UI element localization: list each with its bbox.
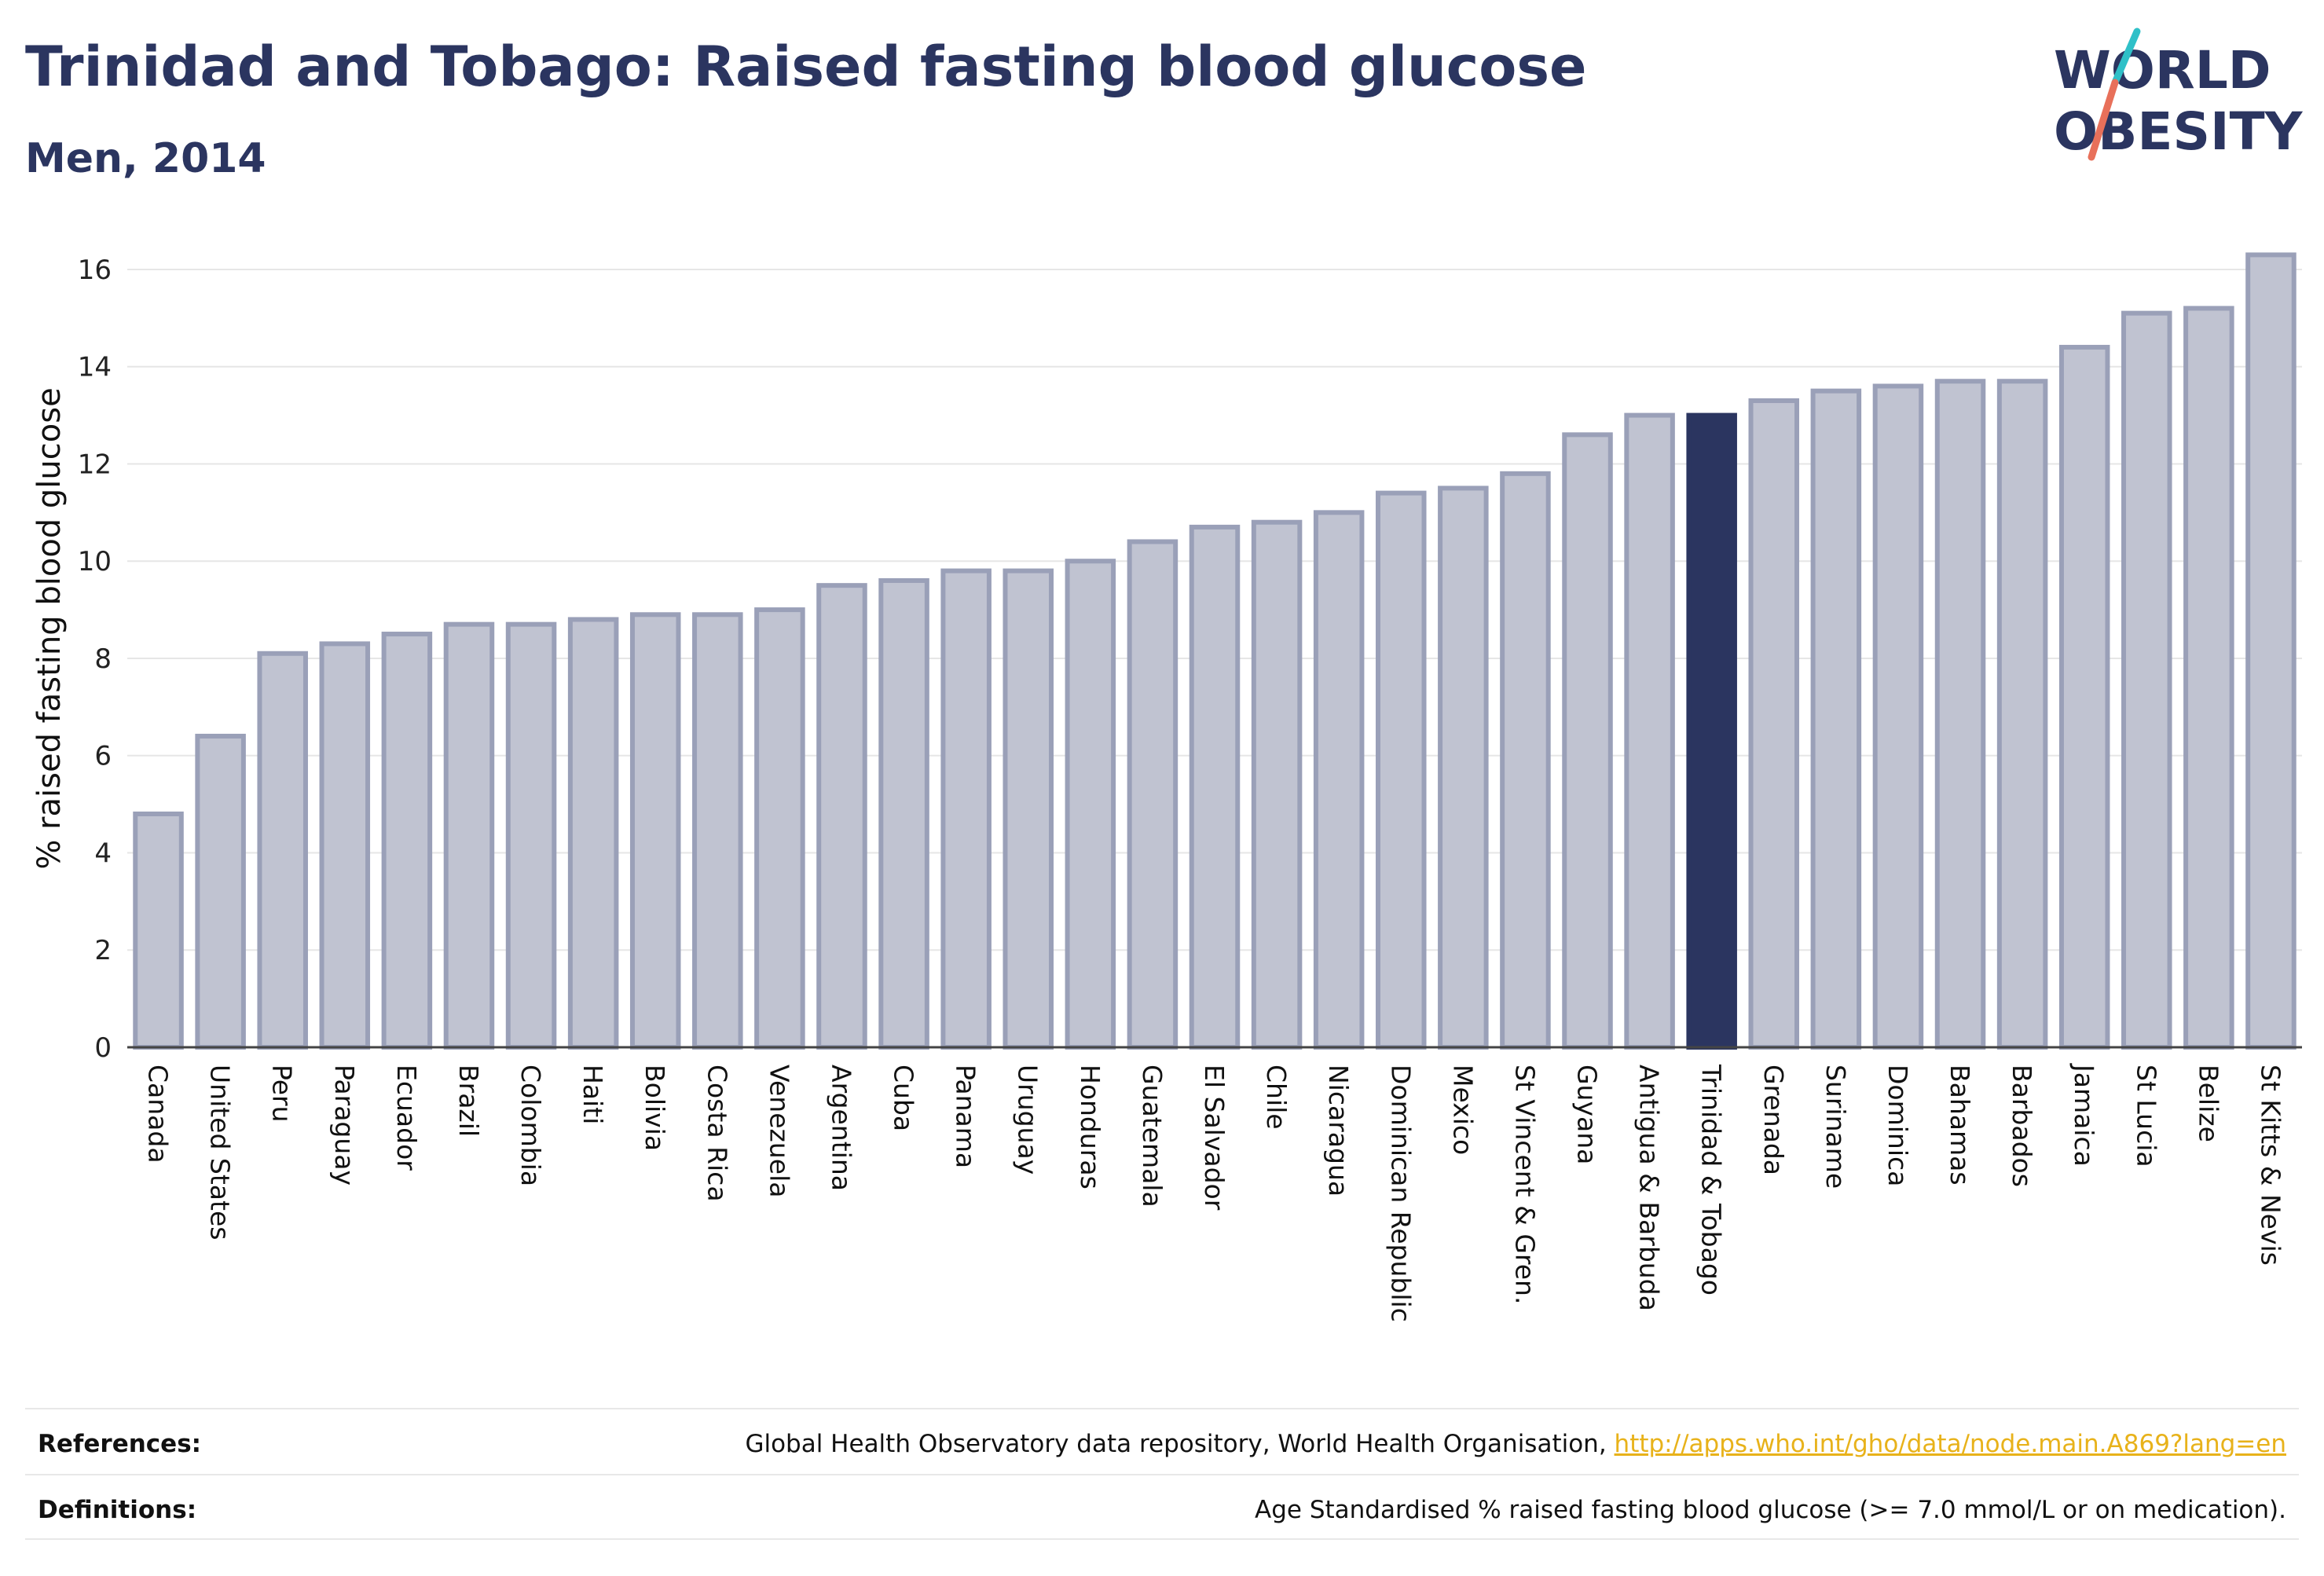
bar xyxy=(257,651,308,1050)
bar xyxy=(2183,306,2234,1050)
world-obesity-logo: WORLD OBESITY xyxy=(2054,27,2304,162)
references-value: Global Health Observatory data repositor… xyxy=(745,1430,2286,1458)
y-axis-ticks: 0 2 4 6 8 10 12 14 16 xyxy=(78,255,112,1064)
references-label: References: xyxy=(38,1430,202,1458)
definitions-text: Age Standardised % raised fasting blood … xyxy=(1255,1496,2286,1524)
footer-bottom-rule xyxy=(25,1538,2299,1540)
x-tick-label: Colombia xyxy=(515,1065,546,1186)
bar xyxy=(133,811,184,1050)
x-tick-label: Suriname xyxy=(1820,1065,1851,1189)
bar xyxy=(1748,398,1800,1050)
references-link[interactable]: http://apps.who.int/gho/data/node.main.A… xyxy=(1614,1430,2286,1458)
x-tick-label: Trinidad & Tobago xyxy=(1696,1064,1727,1296)
x-tick-label: Ecuador xyxy=(391,1065,422,1171)
bar xyxy=(754,607,805,1050)
definitions-label: Definitions: xyxy=(38,1496,197,1524)
bar xyxy=(816,583,867,1050)
y-tick-label: 14 xyxy=(78,352,112,383)
bar xyxy=(443,621,495,1050)
bar xyxy=(1500,471,1551,1050)
x-tick-label: Costa Rica xyxy=(702,1065,732,1202)
x-tick-label: St Kitts & Nevis xyxy=(2255,1065,2286,1266)
bar xyxy=(1686,412,1737,1050)
x-tick-label: Jamaica xyxy=(2069,1063,2099,1167)
bar xyxy=(2245,252,2297,1050)
bar xyxy=(319,641,371,1050)
x-tick-label: Peru xyxy=(267,1065,298,1123)
y-tick-label: 0 xyxy=(94,1032,112,1064)
bar xyxy=(1127,539,1178,1050)
x-tick-label: Bolivia xyxy=(640,1065,670,1151)
x-tick-label: Guyana xyxy=(1572,1065,1603,1164)
bar xyxy=(567,617,619,1050)
y-tick-label: 16 xyxy=(78,255,112,286)
bar xyxy=(878,577,929,1050)
logo-slash-top xyxy=(2111,27,2141,86)
logo-line1: WORLD xyxy=(2054,40,2271,101)
y-axis-label: % raised fasting blood glucose xyxy=(31,387,68,869)
bar xyxy=(1189,524,1241,1050)
logo-slash-bottom xyxy=(2088,79,2119,161)
bar xyxy=(2121,310,2172,1050)
y-tick-label: 8 xyxy=(94,643,112,675)
x-tick-label: Grenada xyxy=(1758,1065,1789,1175)
references-row: References: Global Health Observatory da… xyxy=(25,1408,2299,1472)
x-tick-label: Canada xyxy=(143,1065,174,1164)
x-tick-label: Bahamas xyxy=(1945,1065,1975,1186)
bar xyxy=(505,621,557,1050)
y-tick-label: 6 xyxy=(94,741,112,772)
x-tick-label: Guatemala xyxy=(1137,1065,1167,1208)
x-tick-label: Haiti xyxy=(577,1065,608,1124)
x-tick-label: Argentina xyxy=(826,1065,856,1191)
y-tick-label: 12 xyxy=(78,449,112,480)
bar xyxy=(1003,568,1054,1050)
x-tick-label: Paraguay xyxy=(329,1065,360,1186)
bar xyxy=(1934,379,1986,1050)
bars xyxy=(133,252,2297,1050)
bar xyxy=(1562,432,1613,1050)
references-text: Global Health Observatory data repositor… xyxy=(745,1430,1615,1458)
bar xyxy=(1996,379,2048,1050)
definitions-row: Definitions: Age Standardised % raised f… xyxy=(25,1474,2299,1538)
x-tick-label: El Salvador xyxy=(1199,1065,1230,1211)
x-tick-label: St Lucia xyxy=(2131,1065,2161,1167)
x-tick-label: Dominican Republic xyxy=(1385,1065,1416,1322)
bar xyxy=(692,612,743,1050)
bar xyxy=(1438,486,1489,1050)
chart-subtitle: Men, 2014 xyxy=(25,135,266,182)
x-tick-label: Brazil xyxy=(453,1065,484,1137)
bar xyxy=(629,612,681,1050)
x-tick-label: Belize xyxy=(2193,1065,2223,1142)
x-tick-label: Cuba xyxy=(889,1065,919,1131)
bar xyxy=(1624,412,1675,1050)
x-tick-label: Uruguay xyxy=(1013,1065,1043,1175)
bar xyxy=(2058,344,2110,1050)
bar xyxy=(195,733,246,1050)
bar xyxy=(1810,388,1862,1050)
bar xyxy=(1251,519,1303,1050)
x-tick-label: Antigua & Barbuda xyxy=(1634,1065,1665,1311)
y-tick-label: 4 xyxy=(94,837,112,869)
x-tick-label: St Vincent & Gren. xyxy=(1509,1065,1540,1304)
chart-title: Trinidad and Tobago: Raised fasting bloo… xyxy=(25,35,1587,99)
y-tick-label: 2 xyxy=(94,935,112,966)
x-tick-label: Honduras xyxy=(1075,1065,1105,1189)
x-tick-label: Nicaragua xyxy=(1323,1065,1354,1197)
x-tick-label: Chile xyxy=(1261,1065,1292,1130)
x-tick-label: Venezuela xyxy=(764,1065,794,1197)
bar xyxy=(1375,490,1427,1050)
y-tick-label: 10 xyxy=(78,546,112,577)
x-axis-labels: Canada United States Peru Paraguay Ecuador Br… xyxy=(143,1063,2286,1322)
bar xyxy=(1872,383,1924,1050)
x-tick-label: United States xyxy=(205,1065,236,1240)
bar xyxy=(381,632,433,1050)
x-tick-label: Panama xyxy=(951,1065,981,1168)
bar xyxy=(940,568,992,1050)
x-tick-label: Dominica xyxy=(1882,1065,1913,1186)
x-tick-label: Barbados xyxy=(2007,1065,2037,1187)
x-tick-label: Mexico xyxy=(1447,1065,1478,1155)
bar xyxy=(1313,510,1365,1050)
bar-chart: 0 2 4 6 8 10 12 14 16 Canada United States Peru Par… xyxy=(31,252,2302,1322)
bar xyxy=(1065,559,1116,1050)
